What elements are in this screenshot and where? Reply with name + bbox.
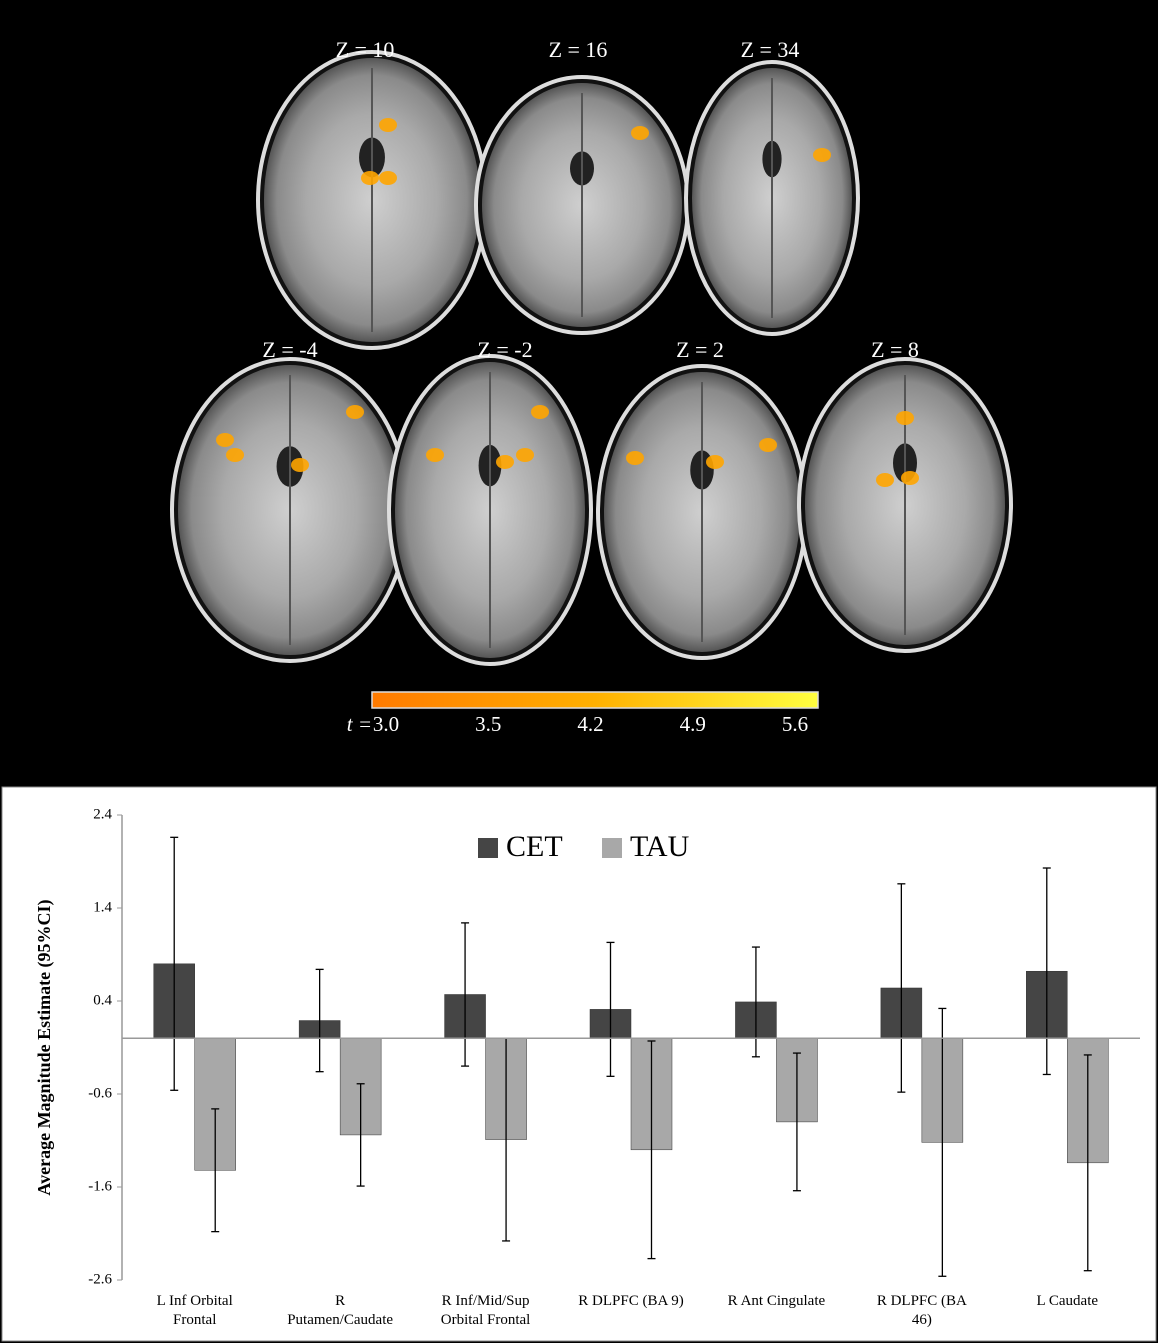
activation: [361, 171, 379, 185]
activation: [531, 405, 549, 419]
colorbar-tick-label: 3.0: [373, 712, 399, 736]
colorbar-tick-label: 3.5: [475, 712, 501, 736]
x-tick-label: R Ant Cingulate: [727, 1293, 826, 1309]
slice-label: Z = -4: [262, 337, 317, 362]
activation: [346, 405, 364, 419]
x-tick-label: L Caudate: [1036, 1293, 1099, 1309]
activation: [626, 451, 644, 465]
brain-slices: Z = 10 Z = 16 Z = 34 Z = -4 Z = -2 Z = 2 Z = 8: [170, 37, 1013, 666]
colorbar: [371, 691, 819, 709]
slice-label: Z = 8: [871, 337, 919, 362]
activation: [226, 448, 244, 462]
activation: [426, 448, 444, 462]
y-tick-label: 1.4: [93, 899, 112, 915]
y-axis-label: Average Magnitude Estimate (95%CI): [34, 899, 55, 1195]
colorbar-tick-label: 4.9: [680, 712, 706, 736]
x-tick-label-box: L Caudate: [1036, 1293, 1099, 1309]
activation: [631, 126, 649, 140]
legend-swatch: [478, 838, 498, 858]
activation: [516, 448, 534, 462]
slice-label: Z = 34: [741, 37, 800, 62]
activation: [896, 411, 914, 425]
activation: [496, 455, 514, 469]
legend-swatch: [602, 838, 622, 858]
y-tick-label: 0.4: [93, 992, 112, 1008]
slice-label: Z = 10: [336, 37, 395, 62]
slice-label: Z = -2: [477, 337, 532, 362]
x-tick-label-box: R DLPFC (BA 46): [876, 1293, 967, 1328]
slice-label: Z = 2: [676, 337, 724, 362]
y-tick-label: -2.6: [88, 1271, 112, 1287]
activation: [706, 455, 724, 469]
x-tick-label: R Inf/Mid/Sup Orbital Frontal: [440, 1293, 531, 1328]
y-tick-label: -1.6: [88, 1178, 112, 1194]
activation: [291, 458, 309, 472]
x-tick-label-box: R DLPFC (BA 9): [578, 1293, 684, 1309]
colorbar-label: t =: [347, 712, 372, 736]
x-tick-label-box: L Inf Orbital Frontal: [156, 1293, 233, 1328]
x-tick-label-box: R Inf/Mid/Sup Orbital Frontal: [440, 1293, 531, 1328]
slice-label: Z = 16: [549, 37, 608, 62]
y-tick-label: 2.4: [93, 806, 112, 822]
activation: [813, 148, 831, 162]
activation: [876, 473, 894, 487]
x-tick-label-box: R Putamen/Caudate: [287, 1293, 394, 1328]
x-tick-label: R Putamen/Caudate: [287, 1293, 394, 1328]
colorbar-tick-label: 4.2: [577, 712, 603, 736]
x-tick-label: R DLPFC (BA 46): [876, 1293, 967, 1328]
legend-label: CET: [506, 830, 563, 863]
colorbar-tick-label: 5.6: [782, 712, 808, 736]
activation: [379, 118, 397, 132]
x-tick-label-box: R Ant Cingulate: [727, 1293, 826, 1309]
activation: [901, 471, 919, 485]
y-tick-label: -0.6: [88, 1085, 112, 1101]
chart-panel-bg: [1, 786, 1157, 1342]
activation: [216, 433, 234, 447]
x-tick-label: L Inf Orbital Frontal: [156, 1293, 233, 1328]
activation: [379, 171, 397, 185]
activation: [759, 438, 777, 452]
legend-label: TAU: [630, 830, 690, 863]
x-tick-label: R DLPFC (BA 9): [578, 1293, 684, 1309]
